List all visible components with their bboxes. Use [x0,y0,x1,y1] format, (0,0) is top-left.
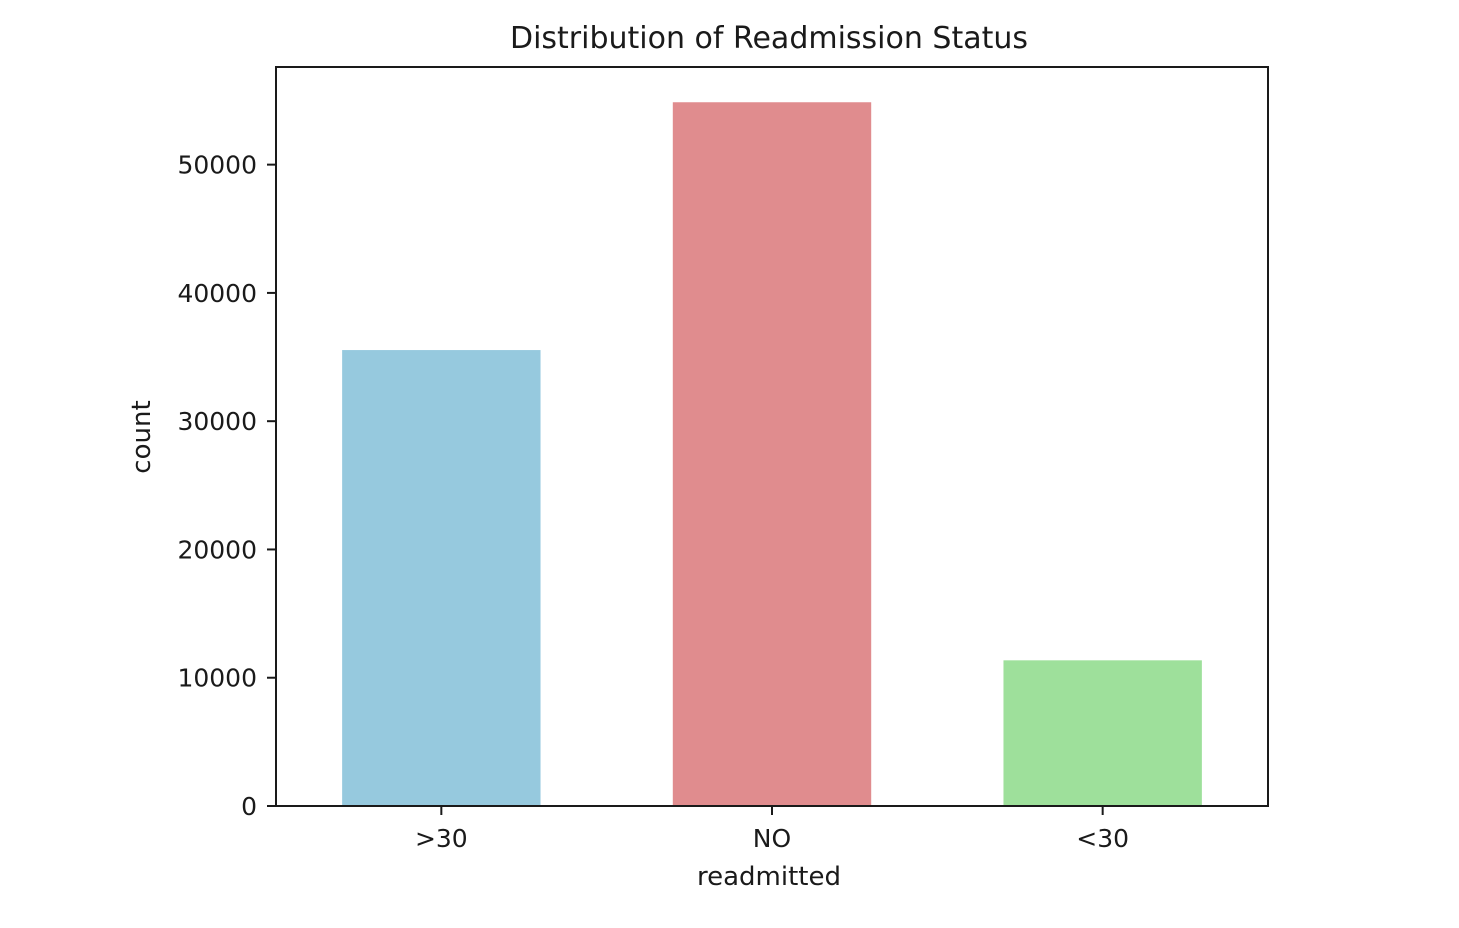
y-tick-label: 40000 [177,279,257,308]
y-tick-label: 20000 [177,535,257,564]
chart-title: Distribution of Readmission Status [510,21,1028,56]
bar-0 [342,350,541,806]
y-tick-label: 30000 [177,407,257,436]
x-tick-label: NO [753,824,791,853]
x-tick-label: >30 [415,824,468,853]
bar-1 [672,102,872,806]
bars-group [342,102,1202,806]
x-axis-label: readmitted [697,862,841,892]
y-axis-ticks: 0 10000 20000 30000 40000 50000 [177,151,276,821]
bar-2 [1003,660,1202,806]
y-axis-label: count [127,400,157,473]
x-axis-ticks: >30 NO <30 [415,806,1129,853]
y-tick-label: 10000 [177,664,257,693]
y-tick-label: 0 [241,792,257,821]
x-tick-label: <30 [1076,824,1129,853]
plot-frame [275,66,1269,807]
y-tick-label: 50000 [177,151,257,180]
